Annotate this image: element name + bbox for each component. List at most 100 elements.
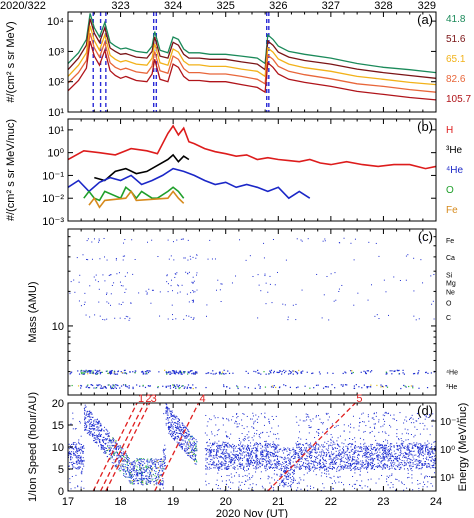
speed-point <box>375 449 377 451</box>
speed-point <box>302 463 304 465</box>
speed-point <box>163 459 165 461</box>
mass-point <box>295 303 297 305</box>
speed-point <box>226 445 228 447</box>
speed-point <box>228 420 230 422</box>
speed-point <box>409 451 411 453</box>
speed-point <box>169 421 171 423</box>
speed-point <box>191 436 193 438</box>
mass-point <box>148 385 150 387</box>
speed-point <box>347 457 349 459</box>
mass-point <box>132 387 134 390</box>
mass-point <box>410 385 412 387</box>
speed-point <box>232 463 234 465</box>
speed-point <box>123 451 125 453</box>
speed-point <box>288 475 290 477</box>
speed-point <box>72 465 74 467</box>
speed-point <box>248 465 250 467</box>
speed-point <box>426 486 428 488</box>
speed-point <box>425 416 427 418</box>
speed-point <box>366 466 368 468</box>
speed-point <box>149 474 151 476</box>
speed-point <box>185 447 187 449</box>
speed-point <box>69 478 71 480</box>
mass-point <box>282 303 284 305</box>
speed-point <box>133 466 135 468</box>
speed-point <box>113 462 115 464</box>
speed-point <box>434 461 436 463</box>
speed-point <box>147 468 149 470</box>
mass-point <box>196 372 198 374</box>
speed-point <box>147 463 149 465</box>
speed-point <box>140 463 142 465</box>
speed-point <box>313 466 315 468</box>
speed-point <box>100 429 102 431</box>
speed-point <box>131 468 133 470</box>
speed-point <box>396 460 398 462</box>
speed-point <box>77 462 79 464</box>
speed-point <box>402 453 404 455</box>
speed-point <box>271 427 273 429</box>
speed-point <box>397 457 399 459</box>
mass-point <box>393 370 395 372</box>
mass-point <box>222 372 224 375</box>
speed-point <box>300 448 302 450</box>
speed-point <box>413 422 415 424</box>
speed-point <box>279 483 281 485</box>
speed-point <box>239 462 241 464</box>
speed-point <box>333 467 335 469</box>
speed-point <box>242 452 244 454</box>
speed-point <box>142 471 144 473</box>
speed-point <box>308 447 310 449</box>
speed-point <box>68 451 70 453</box>
mass-point <box>265 303 267 305</box>
mass-point <box>420 259 422 261</box>
speed-point <box>367 467 369 469</box>
speed-point <box>266 468 268 470</box>
speed-point <box>99 429 101 431</box>
mass-point <box>77 370 79 372</box>
speed-point <box>406 458 408 460</box>
speed-point <box>357 450 359 452</box>
mass-point <box>142 384 144 387</box>
speed-point <box>276 458 278 460</box>
speed-point <box>113 451 115 453</box>
series-line-b <box>68 124 436 170</box>
mass-point <box>268 373 270 375</box>
mass-point <box>414 372 416 375</box>
speed-point <box>417 452 419 454</box>
speed-point <box>360 467 362 469</box>
speed-point <box>412 447 414 449</box>
speed-point <box>142 483 144 485</box>
speed-point <box>170 430 172 432</box>
speed-point <box>386 457 388 459</box>
speed-point <box>168 425 170 427</box>
speed-point <box>116 453 118 455</box>
mass-point <box>166 274 168 276</box>
speed-point <box>70 456 72 458</box>
speed-point <box>231 447 233 449</box>
speed-point <box>384 412 386 414</box>
speed-point <box>141 481 143 483</box>
speed-point <box>290 465 292 467</box>
speed-point <box>362 456 364 458</box>
speed-point <box>294 451 296 453</box>
speed-point <box>338 453 340 455</box>
speed-point <box>111 444 113 446</box>
speed-point <box>326 467 328 469</box>
mass-point <box>80 384 82 387</box>
mass-point <box>82 372 84 374</box>
speed-point <box>288 458 290 460</box>
mass-point <box>301 372 303 374</box>
speed-point <box>129 476 131 478</box>
speed-point <box>302 464 304 466</box>
mass-point <box>77 385 80 387</box>
speed-point <box>142 461 144 463</box>
speed-point <box>378 460 380 462</box>
speed-point <box>388 450 390 452</box>
mass-point <box>353 259 355 261</box>
speed-point <box>267 453 269 455</box>
speed-point <box>246 459 248 461</box>
speed-point <box>236 454 238 456</box>
mass-point <box>398 369 400 372</box>
speed-point <box>363 421 365 423</box>
